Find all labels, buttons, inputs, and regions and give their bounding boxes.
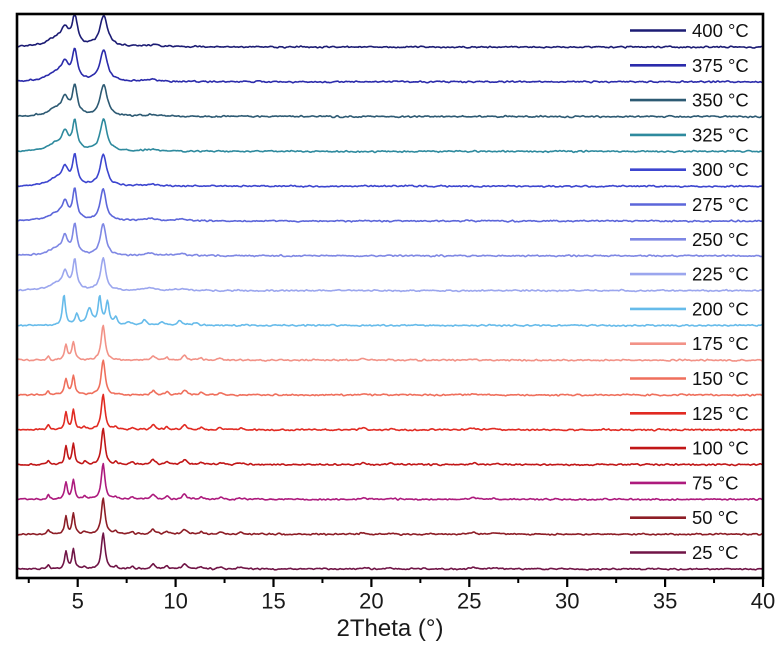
legend-label: 225 °C: [692, 264, 749, 285]
trace-100c: [16, 427, 764, 467]
legend-label: 375 °C: [692, 55, 749, 76]
x-tick-label: 5: [72, 589, 84, 614]
trace-175c: [16, 324, 764, 362]
legend-label: 350 °C: [692, 90, 749, 111]
legend-label: 175 °C: [692, 333, 749, 354]
x-tick-label: 10: [163, 589, 187, 614]
legend-label: 400 °C: [692, 20, 749, 41]
legend-label: 150 °C: [692, 368, 749, 389]
legend-label: 200 °C: [692, 298, 749, 319]
legend-label: 300 °C: [692, 159, 749, 180]
x-tick-label: 30: [555, 589, 579, 614]
x-tick-label: 35: [653, 589, 677, 614]
x-tick-label: 20: [359, 589, 383, 614]
trace-350c: [16, 83, 764, 119]
x-axis-tick-labels: 5 10 15 20 25 30 35 40: [72, 589, 776, 614]
legend-label: 325 °C: [692, 124, 749, 145]
trace-200c: [16, 294, 764, 328]
trace-125c: [16, 393, 764, 432]
trace-375c: [16, 47, 764, 84]
x-tick-label: 40: [751, 589, 775, 614]
trace-75c: [16, 462, 764, 501]
traces: [16, 14, 764, 571]
legend-label: 50 °C: [692, 507, 738, 528]
x-axis-label: 2Theta (°): [336, 615, 444, 642]
legend-label: 100 °C: [692, 438, 749, 459]
trace-250c: [16, 222, 764, 258]
legend-label: 250 °C: [692, 229, 749, 250]
x-tick-label: 15: [261, 589, 285, 614]
x-axis-ticks: [27, 578, 765, 587]
trace-150c: [16, 359, 764, 397]
x-tick-label: 25: [457, 589, 481, 614]
legend-label: 25 °C: [692, 542, 738, 563]
trace-225c: [16, 257, 764, 293]
trace-25c: [16, 532, 764, 571]
trace-400c: [16, 14, 764, 49]
legend-label: 275 °C: [692, 194, 749, 215]
trace-275c: [16, 187, 764, 223]
plot-frame: [15, 12, 765, 580]
trace-325c: [16, 118, 764, 154]
trace-300c: [16, 152, 764, 188]
legend-label: 125 °C: [692, 403, 749, 424]
legend-label: 75 °C: [692, 472, 738, 493]
legend: 400 °C 375 °C 350 °C 325 °C 300 °C 275 °C 250 …: [630, 20, 749, 563]
trace-50c: [16, 497, 764, 536]
